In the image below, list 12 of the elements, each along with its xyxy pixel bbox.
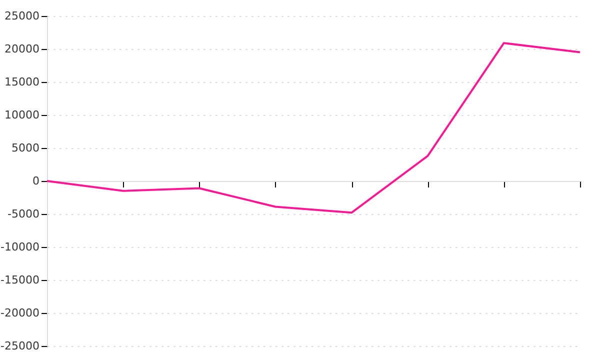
y-tick-label: 15000 [4, 76, 40, 88]
y-tick-label: 25000 [4, 10, 40, 22]
line-series [46, 42, 581, 214]
y-tick-label: 0 [32, 174, 40, 188]
y-tick-label: -5000 [8, 208, 40, 220]
y-tick-label: -25000 [0, 340, 40, 352]
y-tick-label: 10000 [4, 108, 40, 122]
y-tick-label: -15000 [0, 274, 40, 286]
y-tick-label: 20000 [4, 42, 40, 56]
y-tick-label: 5000 [12, 142, 40, 154]
y-tick-label: -10000 [0, 240, 40, 254]
y-tick-label: -20000 [0, 306, 40, 320]
